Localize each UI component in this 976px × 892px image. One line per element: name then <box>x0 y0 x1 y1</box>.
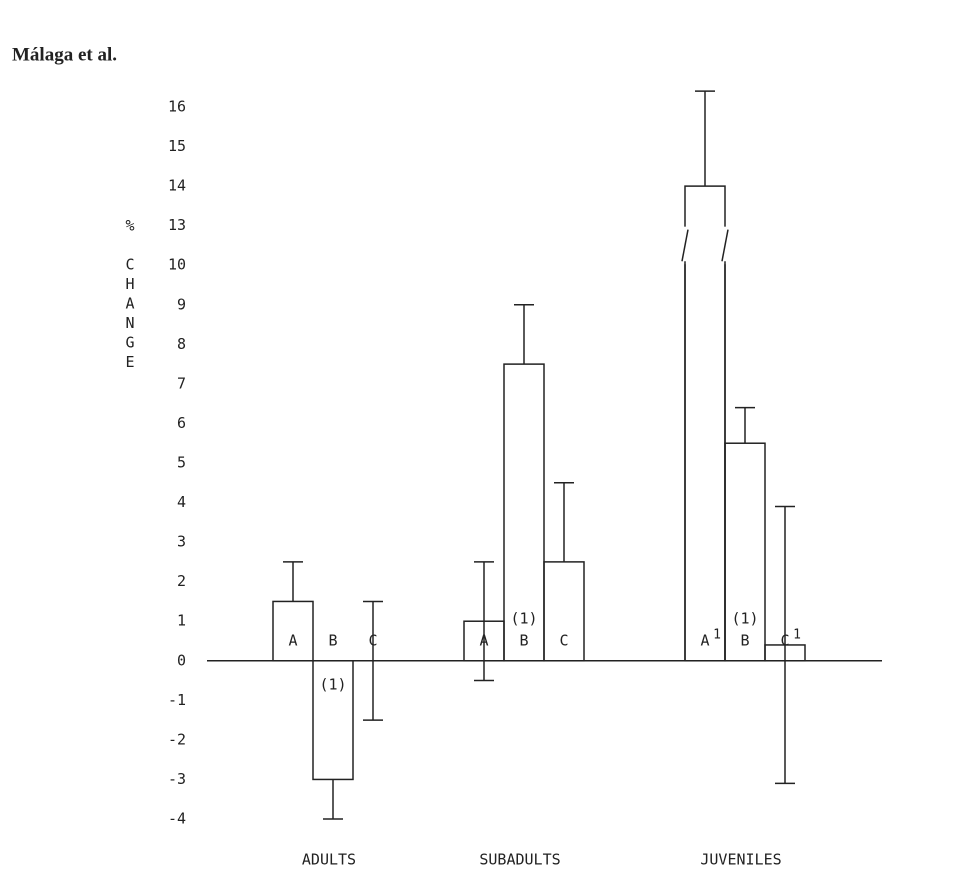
y-tick-label: 9 <box>177 295 186 313</box>
y-tick-label: -2 <box>168 730 186 748</box>
axis-break <box>681 229 689 262</box>
y-label: N <box>125 314 134 332</box>
bar-note: (1) <box>319 675 346 693</box>
y-tick-label: 14 <box>168 177 186 195</box>
y-tick-label: 7 <box>177 374 186 392</box>
y-label: C <box>125 256 134 274</box>
bar-label: A <box>700 631 709 649</box>
y-label: G <box>125 334 134 352</box>
y-label: A <box>125 295 134 313</box>
bar-label: B <box>740 631 749 649</box>
y-tick-label: 3 <box>177 533 186 551</box>
bar-label: B <box>328 631 337 649</box>
bar-label: C <box>780 631 789 649</box>
axis-break <box>721 229 729 262</box>
y-tick-label: -1 <box>168 691 186 709</box>
y-tick-label: 13 <box>168 216 186 234</box>
bar-note: (1) <box>510 609 537 627</box>
y-tick-label: 10 <box>168 256 186 274</box>
bar <box>724 442 766 662</box>
x-tick-label: ADULTS <box>302 851 356 869</box>
y-label: H <box>125 275 134 293</box>
bar-label: A <box>479 631 488 649</box>
bar-note: 1 <box>793 627 801 642</box>
y-tick-label: 16 <box>168 98 186 116</box>
bar-label: B <box>519 631 528 649</box>
y-tick-label: 8 <box>177 335 186 353</box>
bar-label: A <box>288 631 297 649</box>
y-tick-label: 4 <box>177 493 186 511</box>
y-tick-label: 5 <box>177 454 186 472</box>
axis-break-gap <box>682 226 728 265</box>
bar-label: C <box>559 631 568 649</box>
y-tick-label: 1 <box>177 612 186 630</box>
y-tick-label: -3 <box>168 770 186 788</box>
y-label: E <box>125 353 134 371</box>
x-tick-label: SUBADULTS <box>479 851 560 869</box>
y-tick-label: 15 <box>168 137 186 155</box>
bar-label: C <box>368 631 377 649</box>
y-tick-label: 0 <box>177 651 186 669</box>
header: Málaga et al. <box>12 44 117 65</box>
x-tick-label: JUVENILES <box>700 851 781 869</box>
y-tick-label: 2 <box>177 572 186 590</box>
bar-note: 1 <box>713 627 721 642</box>
y-tick-label: -4 <box>168 810 186 828</box>
bar-note: (1) <box>731 609 758 627</box>
y-tick-label: 6 <box>177 414 186 432</box>
y-label-symbol: % <box>125 217 134 235</box>
